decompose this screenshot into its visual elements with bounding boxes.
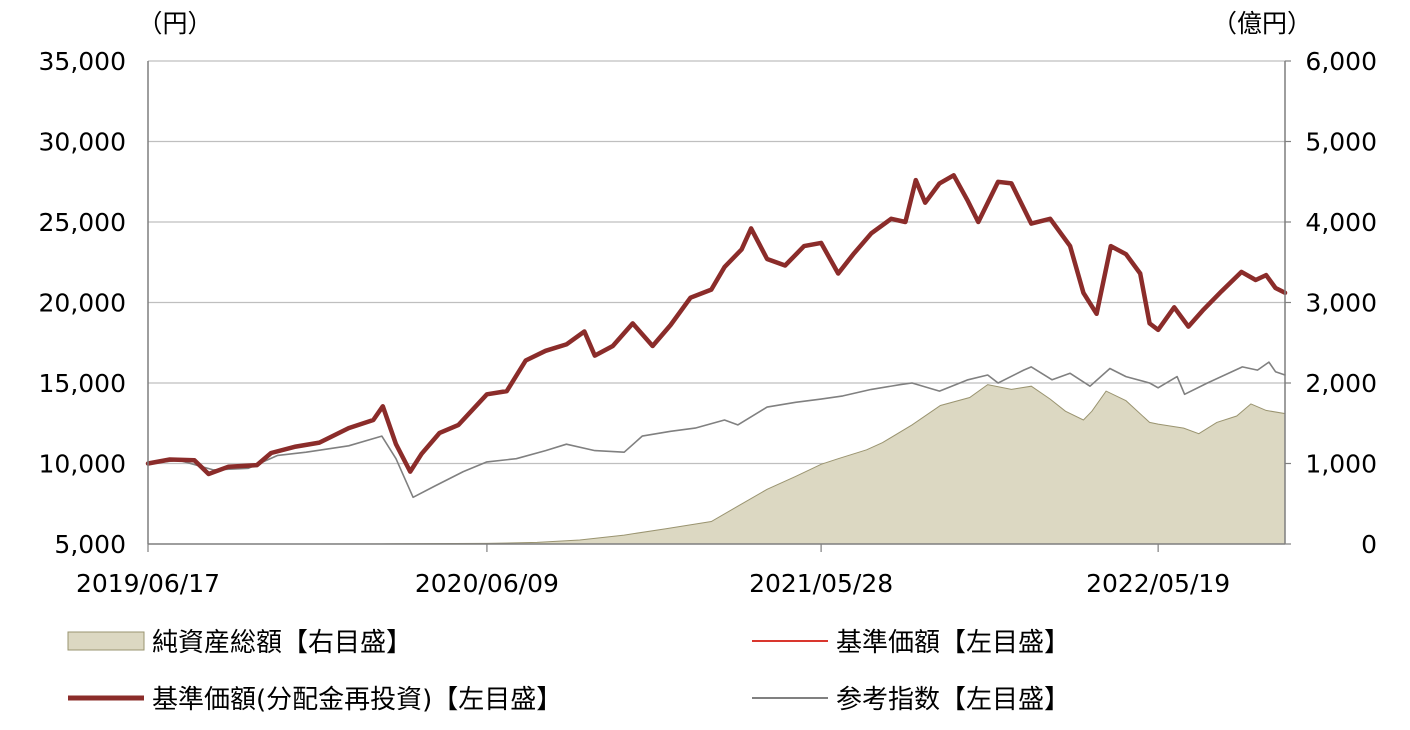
line-layer <box>145 173 1288 499</box>
area-layer <box>148 384 1286 545</box>
legend-nav-label: 基準価額【左目盛】 <box>836 628 1070 658</box>
left-tick-label: 20,000 <box>39 289 126 318</box>
left-tick-label: 10,000 <box>39 450 126 479</box>
left-tick-label: 25,000 <box>39 208 126 237</box>
left-axis-ticks: 35,000 30,000 25,000 20,000 15,000 10,000 5,00… <box>39 47 126 559</box>
left-tick-label: 35,000 <box>39 47 126 76</box>
series-area-net-assets <box>148 384 1286 545</box>
left-tick-label: 30,000 <box>39 128 126 157</box>
x-tick-label: 2022/05/19 <box>1086 569 1230 598</box>
series-line-reference-index <box>147 361 1286 499</box>
left-tick-label: 5,000 <box>54 530 126 559</box>
right-tick-label: 0 <box>1361 530 1377 559</box>
left-axis-unit: （円） <box>137 9 212 38</box>
gridlines <box>148 60 1285 465</box>
right-tick-label: 1,000 <box>1305 450 1377 479</box>
right-axis-unit: （億円） <box>1212 9 1312 38</box>
right-tick-label: 5,000 <box>1305 128 1377 157</box>
series-line-nav-reinvested <box>145 173 1288 477</box>
legend-nav-reinvested-label: 基準価額(分配金再投資)【左目盛】 <box>152 685 562 715</box>
right-tick-label: 3,000 <box>1305 289 1377 318</box>
x-axis-ticks: 2019/06/17 2020/06/09 2021/05/28 2022/05/19 <box>76 544 1230 598</box>
right-tick-label: 2,000 <box>1305 369 1377 398</box>
legend: 純資産総額【右目盛】 基準価額【左目盛】基準価額(分配金再投資)【左目盛】 参考指数… <box>67 628 1070 715</box>
right-tick-label: 6,000 <box>1305 47 1377 76</box>
legend-net-assets-swatch <box>67 631 145 651</box>
legend-reference-index-label: 参考指数【左目盛】 <box>836 685 1070 715</box>
x-tick-label: 2021/05/28 <box>749 569 893 598</box>
right-axis-ticks: 6,000 5,000 4,000 3,000 2,000 1,000 0 <box>1285 47 1377 559</box>
legend-net-assets-label: 純資産総額【右目盛】 <box>152 628 412 658</box>
left-tick-label: 15,000 <box>39 369 126 398</box>
x-tick-label: 2020/06/09 <box>415 569 559 598</box>
x-tick-label: 2019/06/17 <box>76 569 220 598</box>
right-tick-label: 4,000 <box>1305 208 1377 237</box>
